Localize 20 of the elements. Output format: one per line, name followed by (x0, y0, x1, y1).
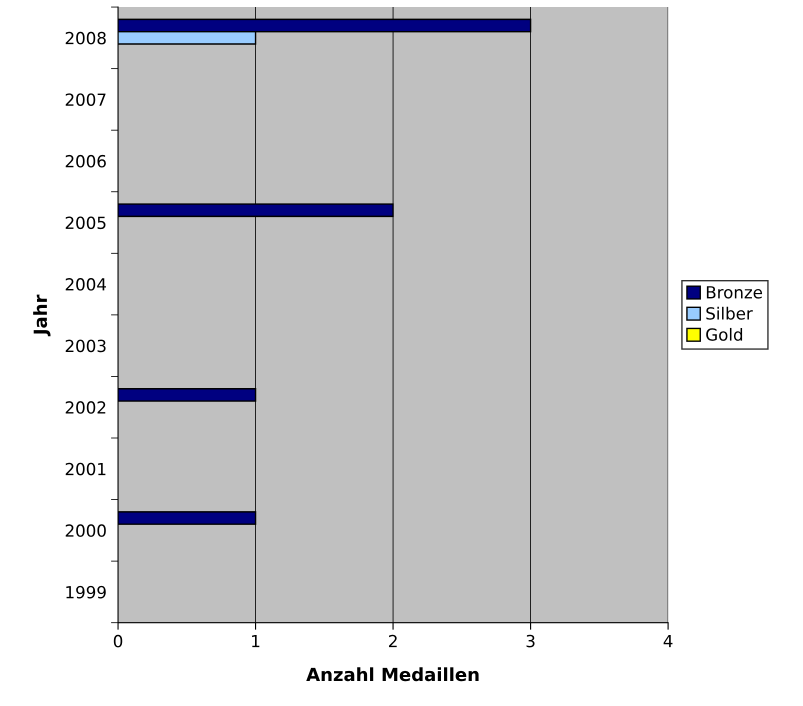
y-tick-label: 2005 (66, 216, 106, 230)
y-tick-label: 2008 (66, 32, 106, 44)
legend-label: Bronze (706, 286, 762, 299)
y-tick-label: 2006 (66, 154, 106, 168)
x-tick-label: 4 (664, 635, 672, 648)
x-axis-title: Anzahl Medaillen (306, 667, 479, 682)
y-tick-label: 2000 (66, 524, 106, 537)
x-tick-label: 0 (114, 634, 122, 648)
legend-label: Silber (706, 306, 753, 320)
y-tick-label: 1999 (66, 586, 106, 598)
x-tick-label: 1 (252, 635, 260, 648)
x-tick-label: 3 (526, 634, 535, 648)
x-tick-label: 2 (388, 634, 397, 648)
y-tick-label: 2003 (66, 340, 106, 352)
y-tick-label: 2002 (66, 401, 106, 414)
legend-label: Gold (706, 328, 742, 341)
y-axis-title: Jahr (33, 294, 50, 336)
y-tick-label: 2004 (66, 278, 106, 291)
y-tick-label: 2007 (66, 93, 106, 106)
y-tick-label: 2001 (66, 462, 106, 476)
